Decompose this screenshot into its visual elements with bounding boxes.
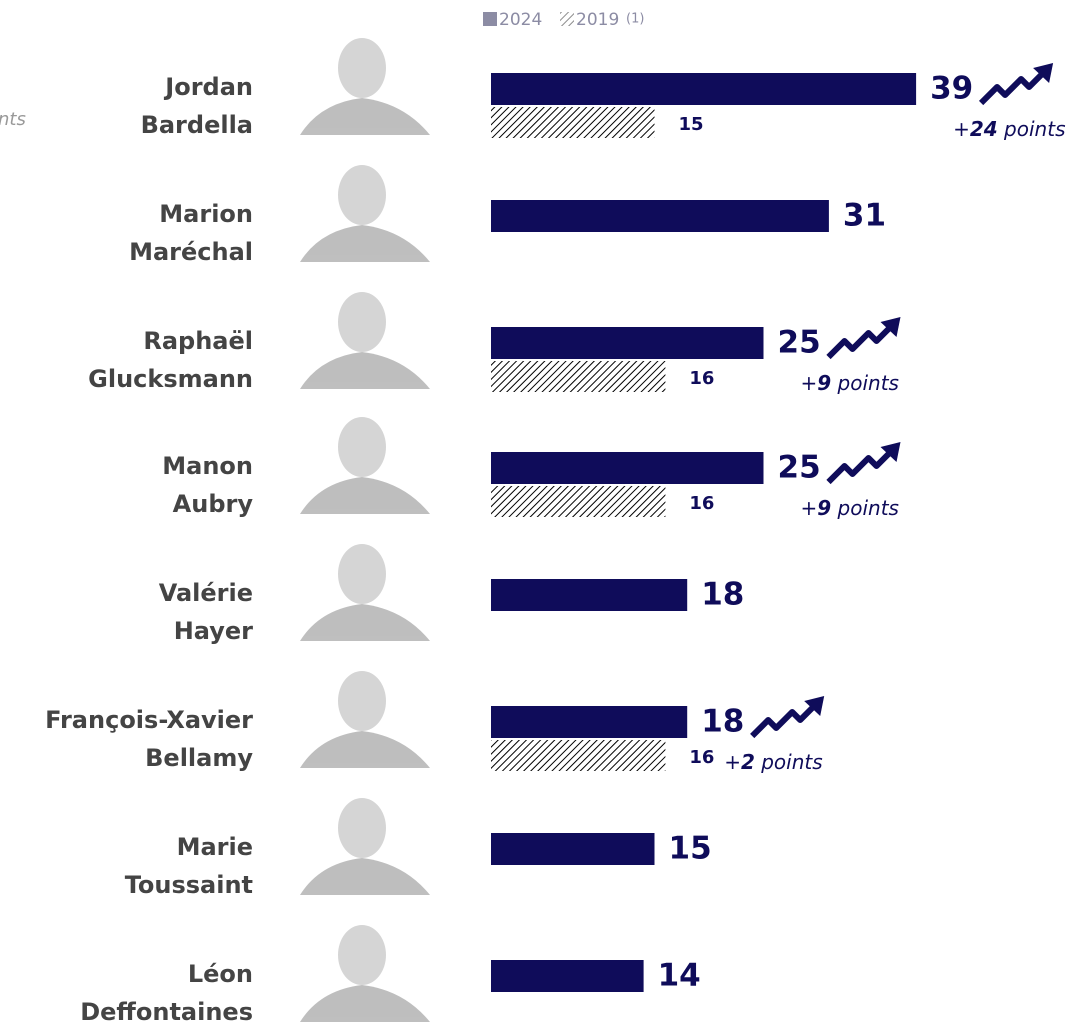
annotation: +24 points [953,117,1065,141]
value-label: 39 [930,71,973,107]
photo-shoulders [300,858,430,895]
photo-head [338,671,386,731]
cropped-text: nts [0,109,26,130]
bar-2019 [491,361,666,392]
photo-head [338,544,386,604]
value-label: 14 [658,958,701,994]
annotation-sign: + [953,117,970,141]
bar-2024 [491,73,917,105]
bar-2024 [491,833,655,865]
annotation: +2 points [724,750,822,774]
bar-2019 [491,486,666,517]
annotation-sign: + [801,371,818,395]
value-label: 31 [843,198,886,234]
candidate-name: Jordan [163,73,253,101]
bar-2019 [491,107,655,138]
photo-head [338,38,386,98]
annotation-delta: 24 [970,117,998,141]
value-label-2019: 16 [689,747,714,768]
legend-label: 2019 [576,10,619,30]
trend-arrow [750,705,815,739]
candidate-name: Glucksmann [88,365,253,393]
photo-head [338,417,386,477]
candidate-name: Marion [159,200,253,228]
candidate-name: Bardella [141,111,253,139]
value-label-2019: 16 [689,368,714,389]
trend-arrowhead [804,696,825,716]
candidate-name: François-Xavier [45,706,253,734]
candidate-name: Valérie [159,579,253,607]
annotation-unit: points [831,496,899,520]
annotation: +9 points [801,371,899,395]
trend-arrow [826,451,891,485]
bar-2024 [491,960,644,992]
annotation-unit: points [998,117,1066,141]
annotation-delta: 9 [817,496,831,520]
annotation-unit: points [831,371,899,395]
candidate-name: Toussaint [125,871,253,899]
bar-2024 [491,200,829,232]
candidate-name: Manon [162,452,253,480]
annotation-unit: points [755,750,823,774]
candidate-name: Raphaël [143,327,253,355]
trend-arrow [826,326,891,360]
photo [300,292,430,389]
photo [300,165,430,262]
photo [300,38,430,135]
annotation-delta: 2 [741,750,755,774]
value-label: 25 [778,325,821,361]
candidate-name: Maréchal [129,238,253,266]
photo-shoulders [300,604,430,641]
value-label-2019: 16 [689,493,714,514]
candidate-name: Léon [188,960,253,988]
photo-shoulders [300,477,430,514]
annotation-sign: + [724,750,741,774]
photo [300,798,430,895]
trend-arrowhead [880,317,901,337]
photo-shoulders [300,731,430,768]
photo [300,671,430,768]
photo [300,544,430,641]
legend-swatch-2024 [483,12,497,26]
photo-head [338,925,386,985]
bar-2024 [491,579,688,611]
value-label: 25 [778,450,821,486]
candidate-name: Hayer [174,617,253,645]
bar-2024 [491,327,764,359]
legend-note: (1) [626,12,644,27]
photo-head [338,798,386,858]
photo-shoulders [300,985,430,1022]
trend-arrowhead [880,442,901,462]
photo-shoulders [300,225,430,262]
photo-shoulders [300,352,430,389]
trend-arrow [978,72,1044,106]
candidate-name: Marie [177,833,253,861]
photo [300,925,430,1022]
trend-arrowhead [1033,63,1054,83]
value-label: 18 [701,577,744,613]
annotation-sign: + [801,496,818,520]
bar-2024 [491,706,688,738]
candidate-name: Aubry [173,490,254,518]
bar-2024 [491,452,764,484]
value-label-2019: 15 [679,114,704,135]
legend-label: 2024 [499,10,542,30]
candidate-name: Bellamy [145,744,253,772]
photo [300,417,430,514]
legend-swatch-2019 [560,12,574,26]
photo-head [338,292,386,352]
annotation-delta: 9 [817,371,831,395]
value-label: 18 [701,704,744,740]
annotation: +9 points [801,496,899,520]
candidate-name: Deffontaines [80,998,253,1024]
photo-shoulders [300,98,430,135]
photo-head [338,165,386,225]
bar-2019 [491,740,666,771]
value-label: 15 [669,831,712,867]
